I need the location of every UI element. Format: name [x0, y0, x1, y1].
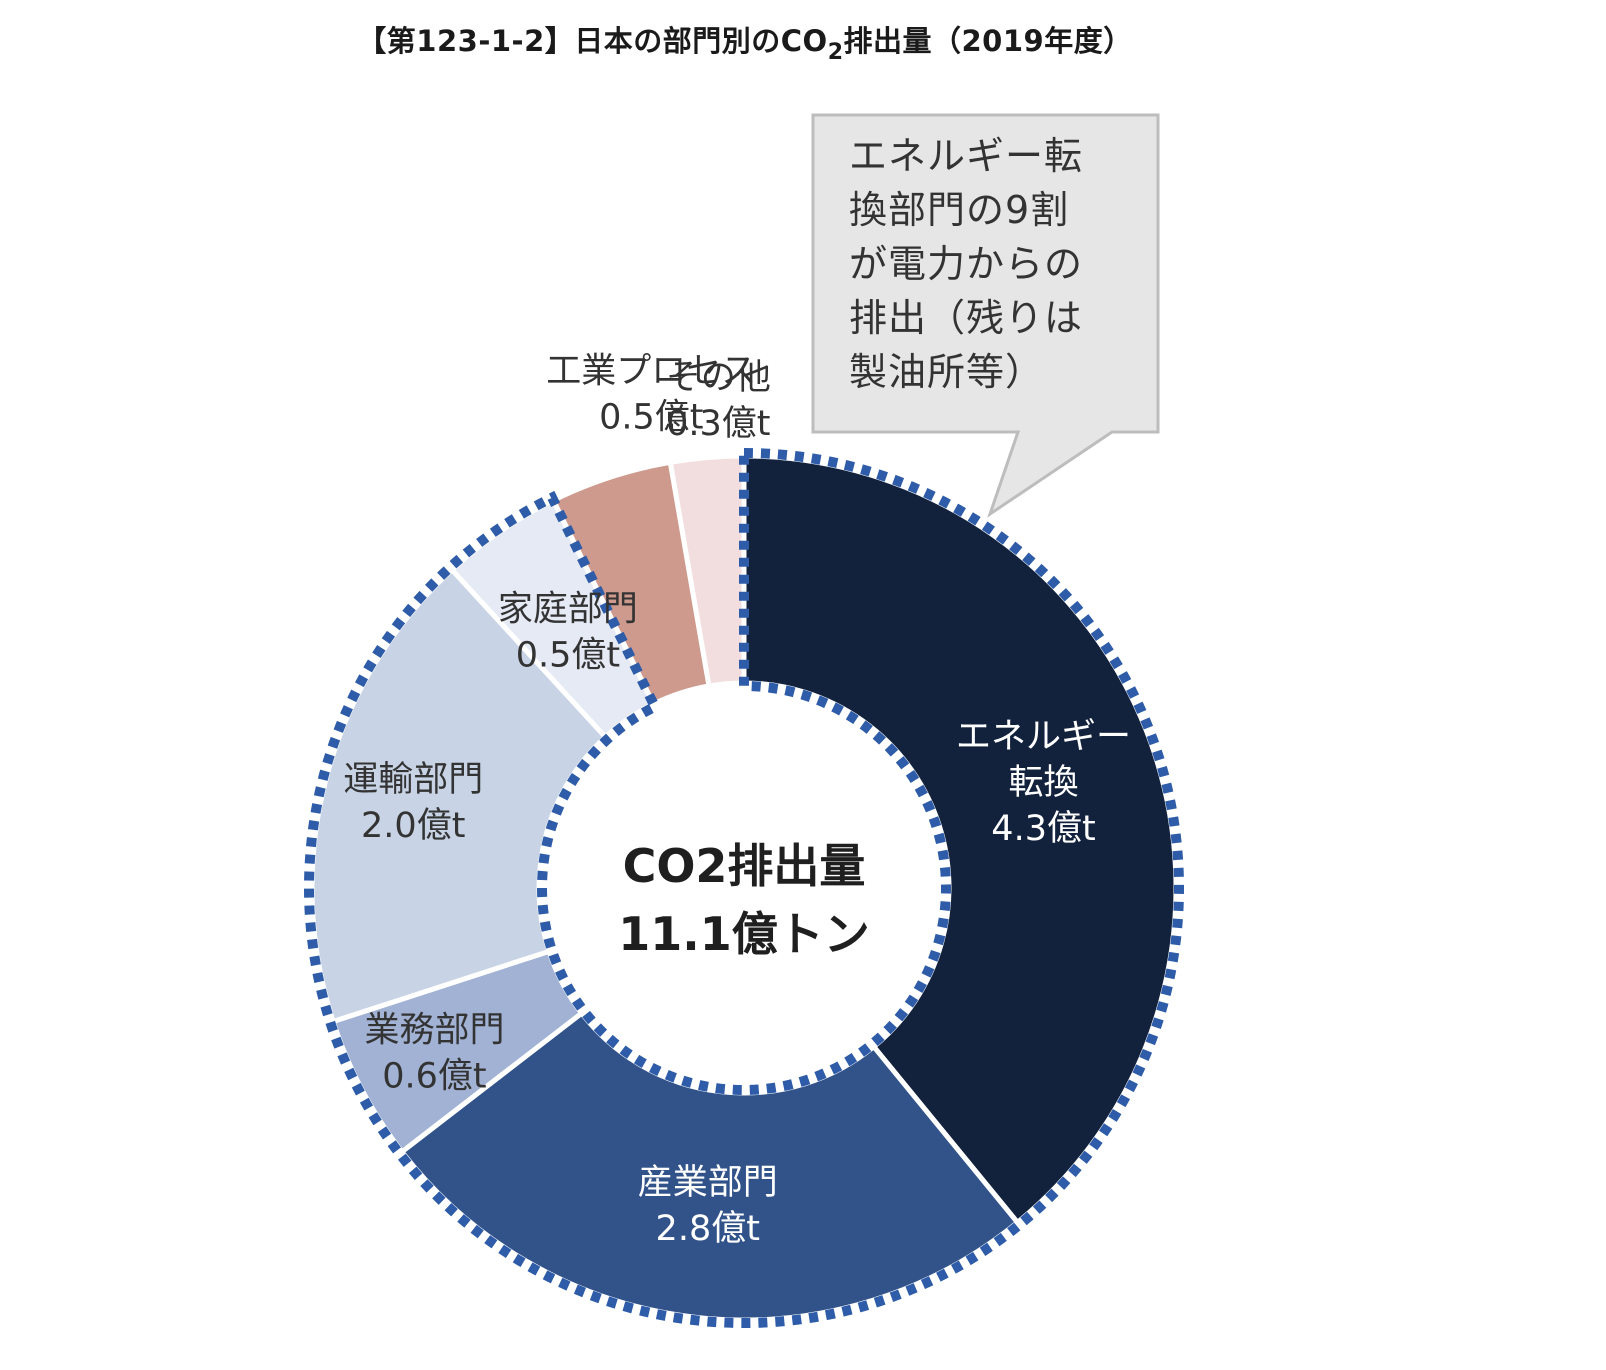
callout-line-4: 排出（残りは	[849, 296, 1084, 340]
center-label: CO2排出量 11.1億トン	[618, 839, 870, 961]
chart-title: 【第123-1-2】日本の部門別のCO2排出量（2019年度）	[0, 18, 1490, 65]
slice-4-value-label: 2.0億t	[361, 806, 465, 846]
slice-5-name-label: 家庭部門	[498, 589, 638, 629]
slice-6-value-label: 0.5億t	[599, 398, 703, 438]
slice-2-value-label: 2.8億t	[656, 1209, 760, 1249]
slice-6-name-label: 工業プロセス	[546, 352, 756, 392]
slice-4-name-label: 運輸部門	[343, 760, 483, 800]
callout-line-5: 製油所等）	[849, 350, 1045, 394]
slice-3-name-label: 業務部門	[364, 1010, 504, 1050]
slice-1-name-label: エネルギー	[956, 717, 1131, 757]
callout-text: エネルギー転 換部門の9割 が電力からの 排出（残りは 製油所等）	[813, 115, 1158, 435]
highlight-outline	[304, 447, 1184, 1328]
slice-5-value-label: 0.5億t	[516, 635, 620, 675]
center-label-line2: 11.1億トン	[618, 907, 870, 961]
slice-2-name-label: 産業部門	[638, 1163, 778, 1203]
callout-line-2: 換部門の9割	[849, 188, 1070, 232]
chart-title-suffix: 排出量（2019年度）	[843, 24, 1133, 58]
center-label-line1: CO2排出量	[623, 839, 866, 893]
callout-shape	[811, 113, 1160, 518]
chart-title-subscript: 2	[827, 40, 844, 65]
callout-line-1: エネルギー転	[849, 134, 1084, 178]
slice-7-value-label: 0.3億t	[666, 404, 770, 444]
slice-3-value-label: 0.6億t	[382, 1056, 486, 1096]
callout-box	[811, 113, 1160, 518]
slice-1-value-label: 4.3億t	[991, 809, 1095, 849]
callout-line-3: が電力からの	[849, 242, 1084, 286]
slice-7	[667, 453, 747, 689]
donut-slices	[309, 453, 1179, 1323]
slice-1-name-label: 転換	[1008, 763, 1078, 803]
slice-7-name-label: その他	[666, 358, 771, 398]
chart-title-prefix: 【第123-1-2】日本の部門別のCO	[357, 24, 828, 58]
